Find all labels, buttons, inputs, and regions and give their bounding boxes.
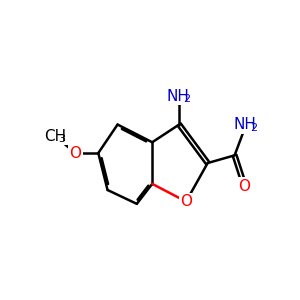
Text: NH: NH xyxy=(233,117,256,132)
Text: CH: CH xyxy=(44,129,66,144)
Text: O: O xyxy=(180,194,192,209)
Text: O: O xyxy=(238,178,250,194)
Text: O: O xyxy=(69,146,81,160)
Text: NH: NH xyxy=(166,88,189,104)
Text: 2: 2 xyxy=(250,123,257,133)
Text: 2: 2 xyxy=(183,94,190,104)
Text: 3: 3 xyxy=(58,134,66,144)
